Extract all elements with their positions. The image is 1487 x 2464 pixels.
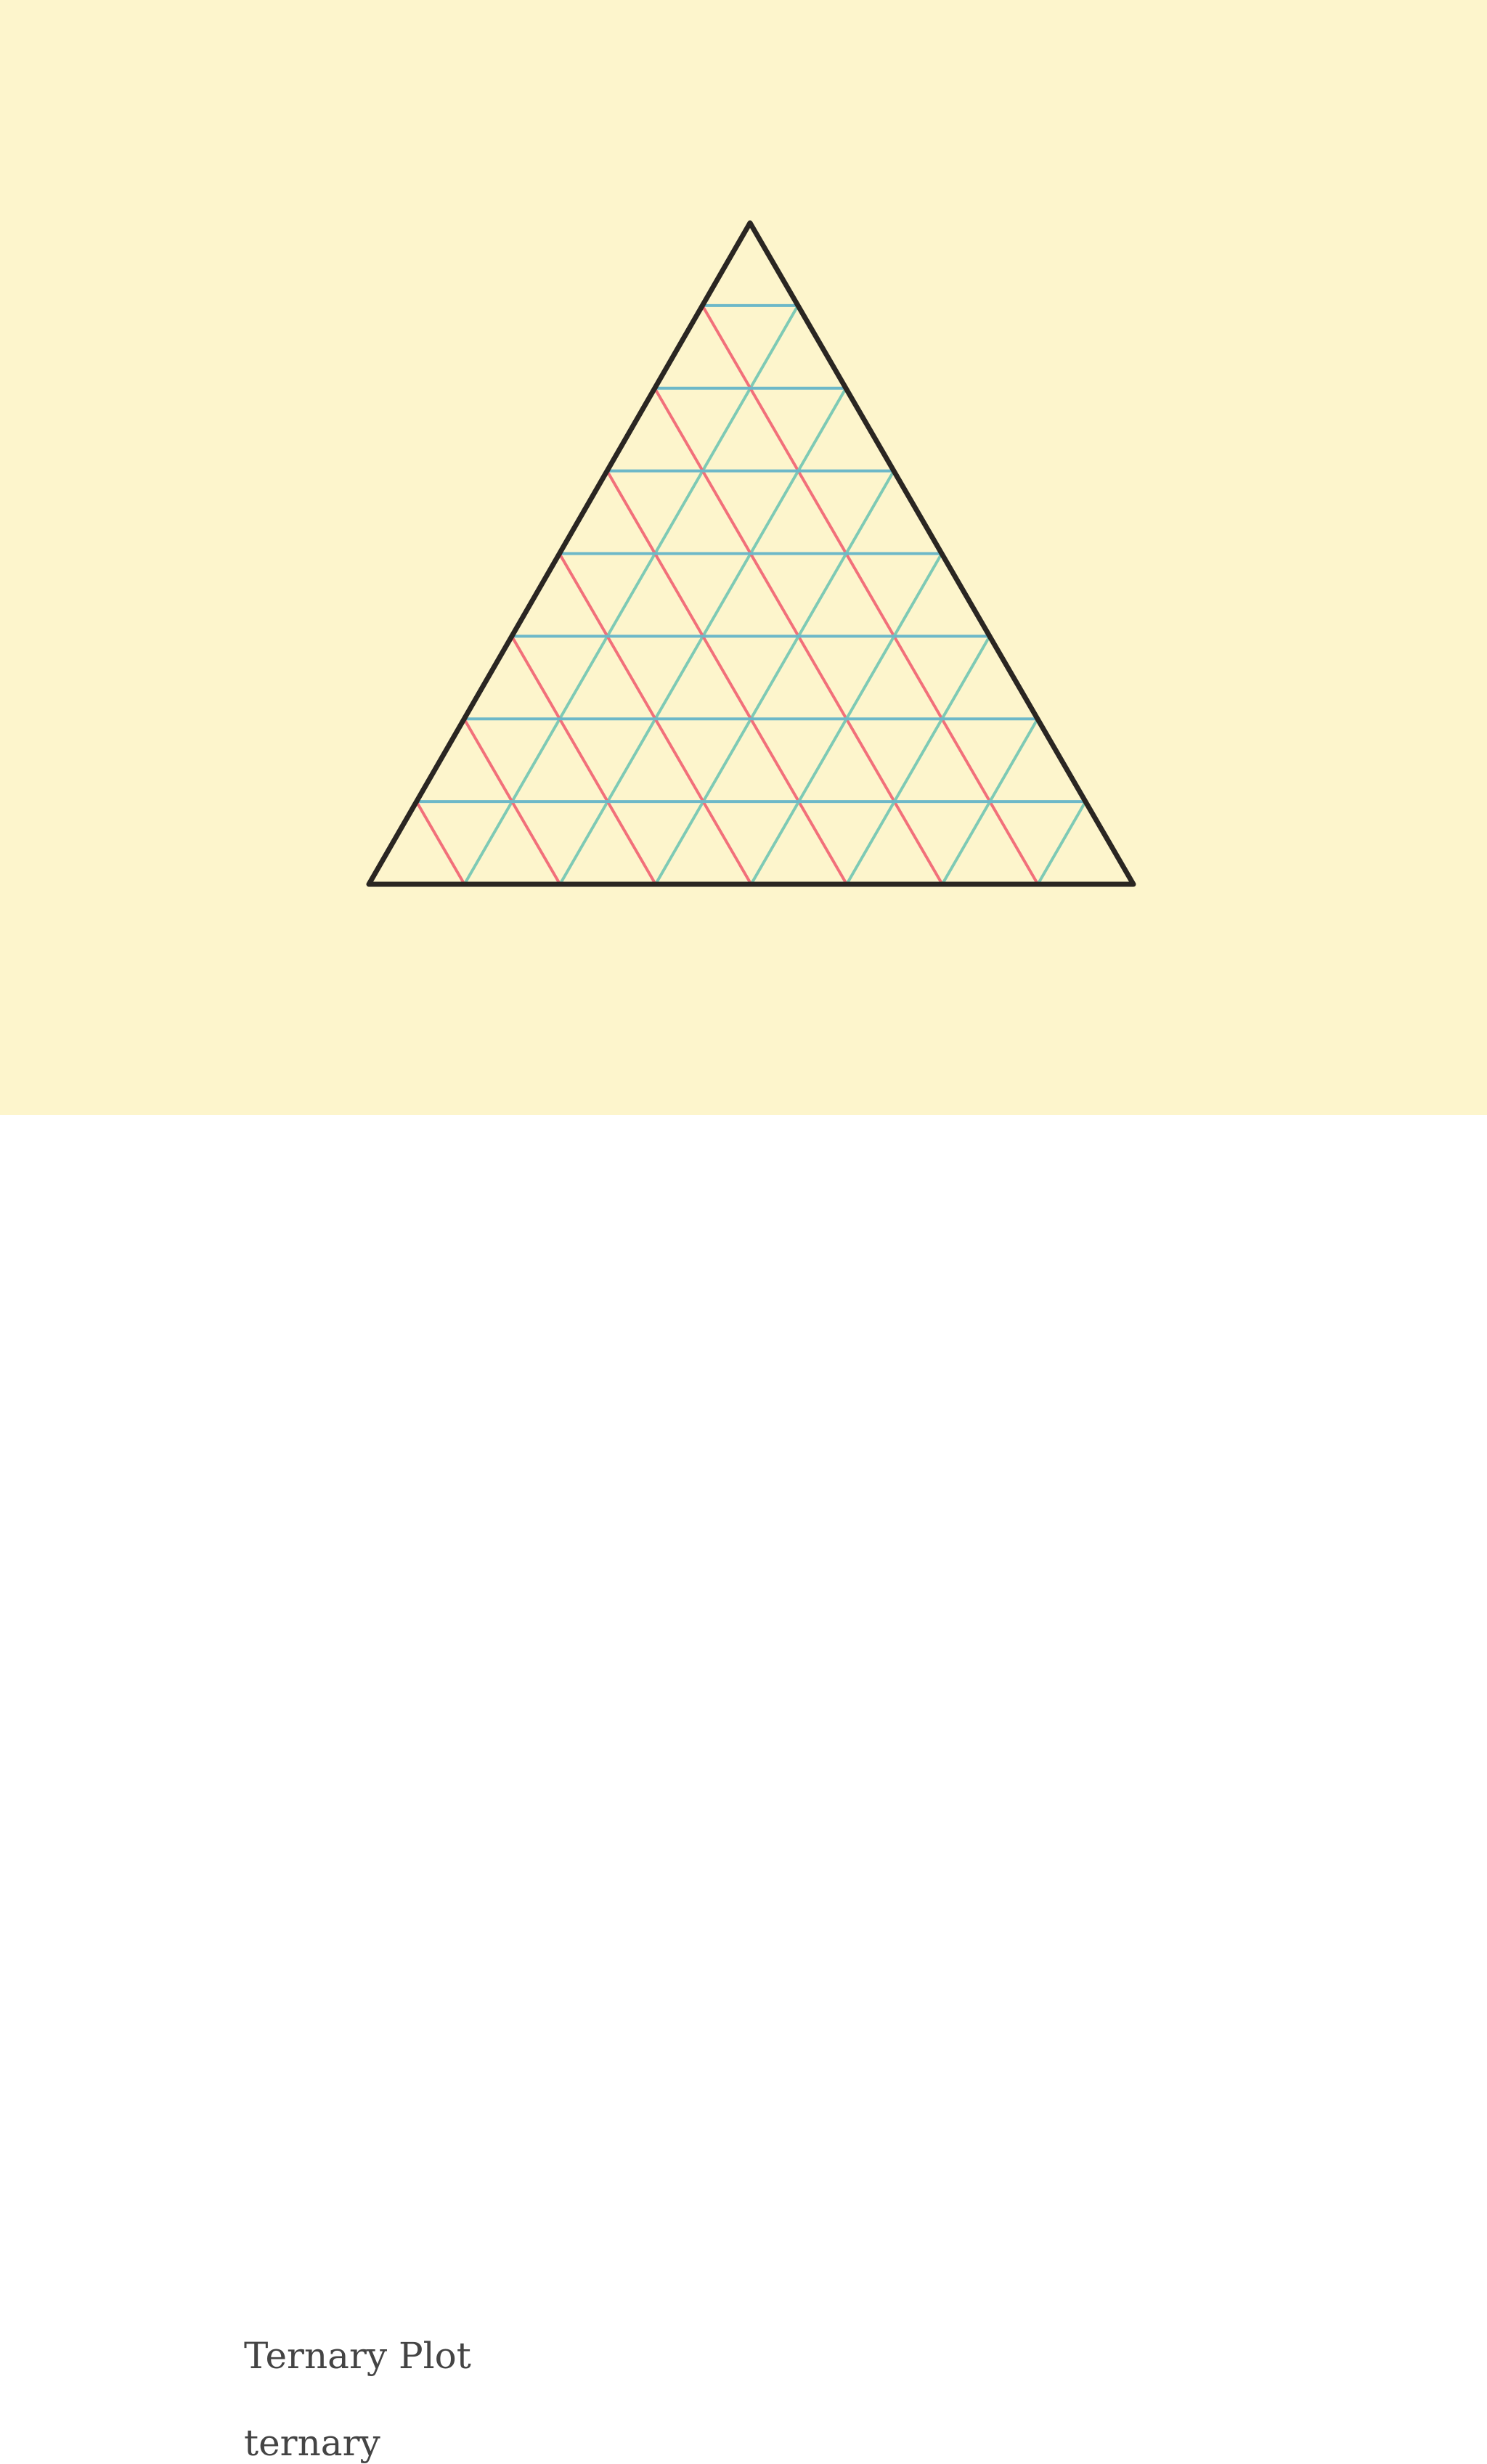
triangle-frame: [366, 220, 1136, 887]
caption-area: Ternary Plot ternary: [0, 1115, 1487, 2464]
grid-line-c: [415, 800, 466, 886]
grid-layer: [415, 303, 1087, 886]
grid-line-c: [510, 635, 657, 886]
grid-line-c: [701, 303, 1040, 886]
grid-line-b: [845, 635, 991, 886]
grid-line-b: [1036, 800, 1087, 886]
card-title: Ternary Plot: [244, 2335, 471, 2377]
grid-line-c: [606, 469, 849, 886]
grid-line-b: [653, 469, 895, 886]
grid-line-b: [463, 303, 799, 886]
chart-preview: [0, 0, 1487, 1115]
card-subtitle: ternary: [244, 2422, 380, 2464]
ternary-plot: [366, 220, 1136, 887]
